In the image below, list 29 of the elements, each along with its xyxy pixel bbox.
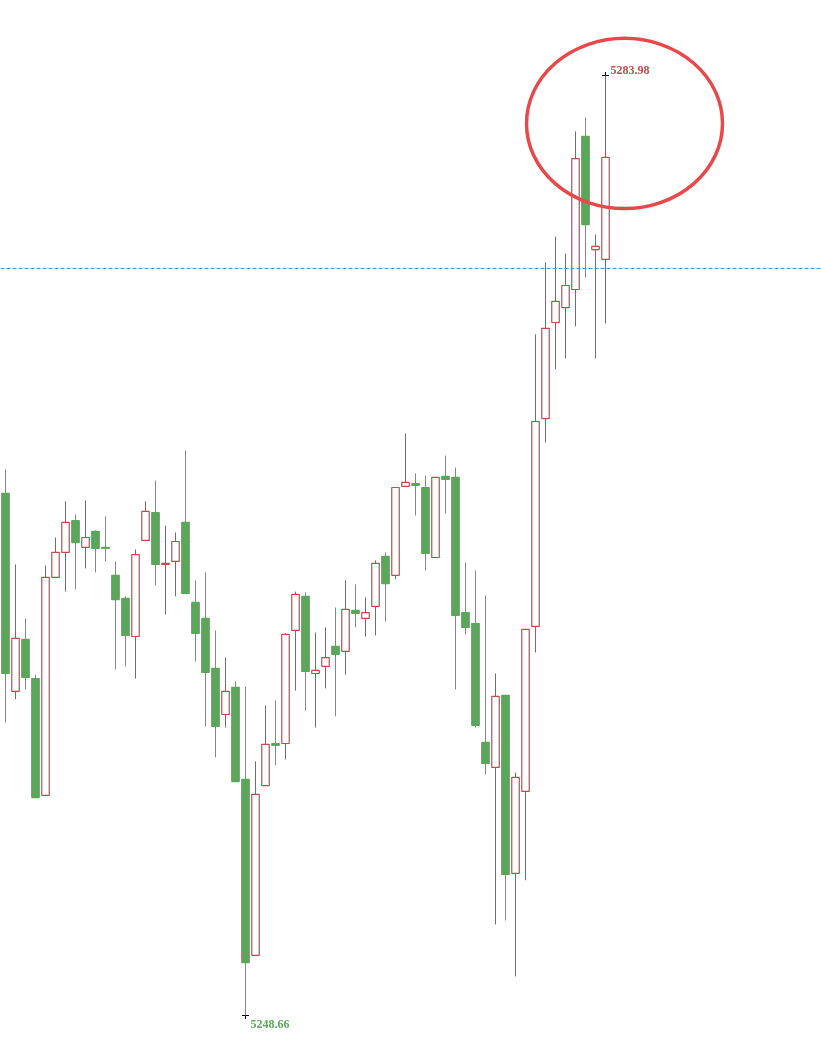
candlestick	[351, 583, 360, 628]
candlestick	[171, 531, 180, 597]
candlestick	[411, 472, 420, 516]
candlestick	[311, 632, 320, 729]
annotation: 5283.98	[610, 62, 650, 77]
candlestick	[221, 657, 230, 729]
candlestick	[491, 673, 500, 925]
candlestick	[271, 699, 280, 766]
candlestick	[381, 551, 390, 622]
candlestick	[1, 468, 10, 723]
candlestick	[71, 513, 80, 590]
candlestick	[481, 595, 490, 775]
candlestick	[81, 500, 90, 569]
candlestick	[131, 548, 140, 680]
candlestick	[531, 333, 540, 653]
candlestick	[331, 607, 340, 717]
candlestick	[421, 475, 430, 572]
candlestick	[361, 596, 370, 638]
candlestick	[161, 525, 170, 615]
candlestick	[541, 261, 550, 443]
candlestick	[371, 559, 380, 636]
text: 5248.66	[250, 1016, 290, 1031]
candlestick	[281, 633, 290, 760]
candlestick	[301, 591, 310, 712]
candlestick	[151, 480, 160, 586]
candlestick	[581, 117, 590, 278]
candlestick	[21, 617, 30, 690]
candlestick	[341, 579, 350, 676]
candlestick	[321, 626, 330, 689]
